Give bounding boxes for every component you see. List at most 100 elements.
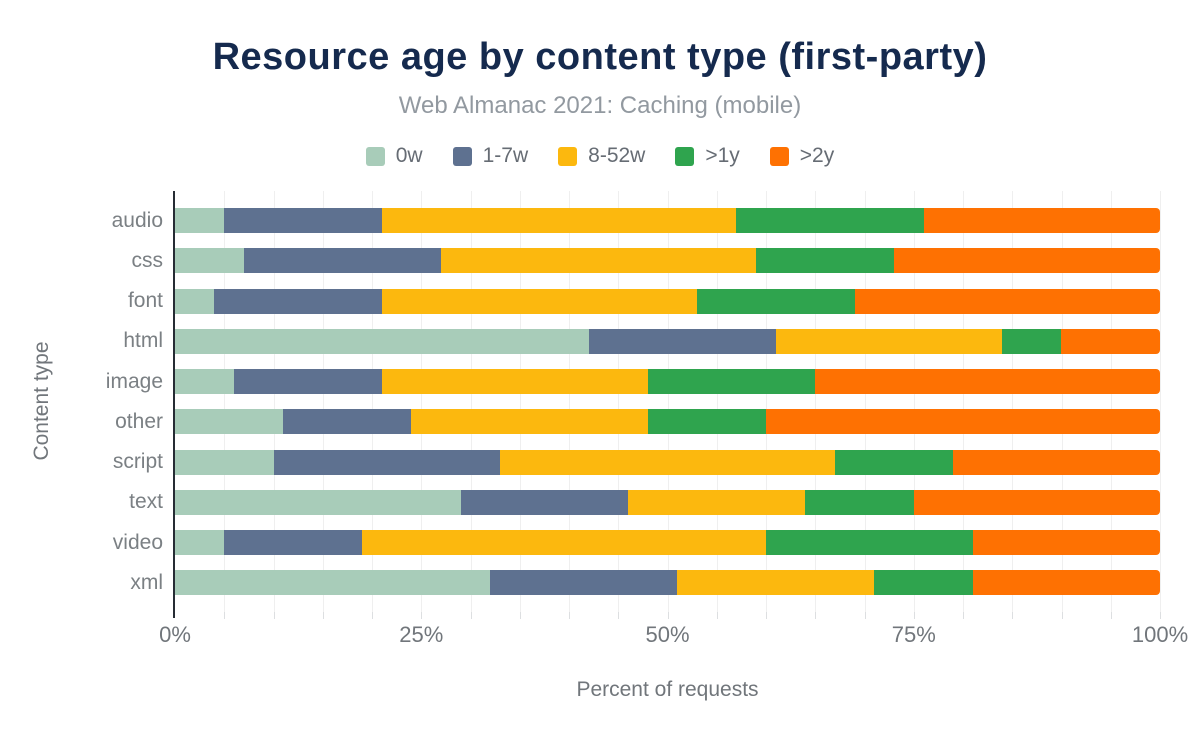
bar-row-html [175,328,1160,354]
bar-segment-other->2y [765,409,1160,435]
category-label-html: html [123,329,163,353]
bar-segment-other-1-7w [283,409,412,435]
bar-segment-other-8-52w [411,409,648,435]
bar-segment-text->1y [805,489,914,515]
bar-segment-html-0w [175,328,589,354]
bar-segment-css-8-52w [440,248,757,274]
category-label-video: video [112,530,163,554]
legend-label: 8-52w [588,144,646,167]
bar-segment-audio-1-7w [224,208,382,233]
gridline [716,191,718,612]
x-tick-label-50pct: 50% [645,622,690,647]
x-tick-mark [224,612,226,619]
gridline [1160,191,1161,612]
bar-segment-font-8-52w [381,288,698,314]
y-axis-title: Content type [30,341,53,461]
bar-segment-audio-0w [175,208,225,233]
bar-segment-font->1y [697,288,855,314]
chart-title: Resource age by content type (first-part… [212,36,988,78]
bar-segment-html-1-7w [588,328,776,354]
bar-segment-text-0w [175,489,461,515]
bar-segment-audio->1y [736,208,924,233]
bar-segment-xml->1y [874,570,973,596]
legend-swatch-icon [365,146,385,166]
bar-segment-css-1-7w [243,248,441,274]
bar-segment-text-1-7w [460,489,629,515]
gridline [372,191,373,612]
bar-segment-other-0w [175,409,284,435]
category-label-other: other [115,409,163,433]
x-tick-mark [618,612,620,619]
legend-swatch-icon [452,146,472,166]
bar-segment-script-1-7w [273,449,501,475]
bar-segment-image-0w [175,369,235,394]
bar-segment-audio-8-52w [381,208,737,233]
bar-row-video [175,530,1160,555]
gridline [569,191,570,612]
x-tick-mark [667,612,669,619]
bar-segment-css->2y [894,248,1160,274]
bar-segment-video->2y [972,530,1160,555]
bar-segment-image->1y [647,369,816,394]
x-tick-label-0pct: 0% [159,622,191,647]
x-tick-mark [322,612,324,619]
gridline [963,191,964,612]
x-axis-title: Percent of requests [576,678,759,701]
x-ticks [175,612,1161,619]
gridline [1012,191,1014,612]
legend-item: 1-7w [452,144,529,168]
bar-row-image [175,369,1160,394]
legend-swatch-icon [558,146,578,166]
gridline [421,191,423,612]
bar-row-xml [175,570,1160,596]
x-tick-mark [569,612,570,619]
legend-label: 1-7w [482,144,529,167]
x-tick-mark [421,612,423,619]
bar-segment-other->1y [647,409,766,435]
legend-label: >1y [705,144,740,167]
bar-segment-script->1y [834,449,954,475]
y-axis-labels: audio css font html image other script text vide… [0,191,163,612]
bar-segment-xml-8-52w [677,570,875,596]
x-tick-mark [963,612,964,619]
bar-segment-video-8-52w [362,530,766,555]
legend-label: >2y [799,144,835,167]
bar-segment-font-0w [175,288,215,314]
x-tick-mark [1012,612,1014,619]
gridline [1110,191,1112,612]
x-tick-mark [470,612,472,619]
x-tick-mark [519,612,521,619]
bar-segment-image->2y [815,369,1160,394]
bar-segment-html->1y [1002,328,1062,354]
bar-segment-css->1y [756,248,895,274]
x-tick-mark [913,612,915,619]
gridline [864,191,866,612]
bar-segment-video-0w [175,530,225,555]
gridline [224,191,226,612]
chart-subtitle: Web Almanac 2021: Caching (mobile) [398,92,802,119]
legend: 0w 1-7w 8-52w >1y >2y [0,144,1200,168]
category-label-text: text [129,490,163,514]
bar-segment-image-8-52w [381,369,648,394]
legend-swatch-icon [769,146,789,166]
bar-segment-text-8-52w [628,489,806,515]
bar-row-script [175,449,1160,475]
bar-segment-script-0w [175,449,274,475]
x-tick-mark [273,612,275,619]
legend-item: 8-52w [558,144,645,168]
legend-label: 0w [395,144,423,167]
bar-row-css [175,248,1160,274]
bar-segment-font-1-7w [214,288,382,314]
legend-item: >2y [769,144,835,168]
bar-row-audio [175,208,1160,233]
bar-segment-css-0w [175,248,244,274]
x-tick-label-100pct: 100% [1131,622,1189,647]
plot-area [173,191,1161,618]
gridline [519,191,521,612]
bar-segment-image-1-7w [234,369,382,394]
x-tick-mark [1061,612,1063,619]
category-label-image: image [105,369,163,393]
bar-row-font [175,288,1160,314]
gridline [815,191,817,612]
